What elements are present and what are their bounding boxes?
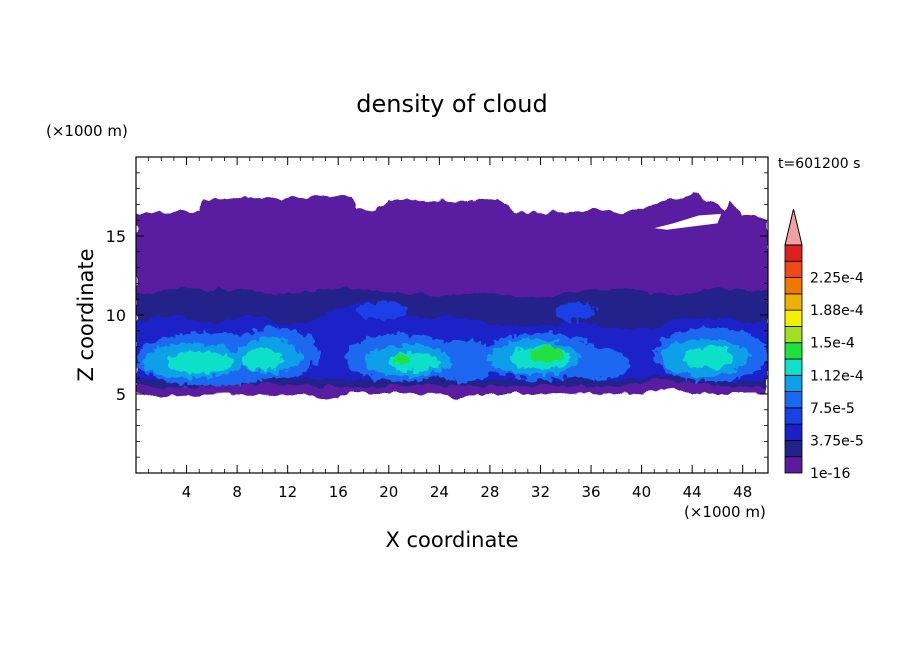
y-tick-label: 10 [106,306,126,325]
colorbar-swatch [784,407,803,425]
colorbar: 1e-16 3.75e-5 7.5e-5 1.12e-4 1.5e-4 1.88e-4 2.… [784,208,864,482]
x-tick-label: 48 [733,483,752,501]
colorbar-tick-label: 3.75e-5 [810,433,864,449]
contour-level-4 [565,348,629,380]
x-tick-label: 16 [329,483,348,501]
colorbar-swatch [784,342,803,360]
colorbar-swatch [784,358,803,376]
colorbar-tick-label: 1.88e-4 [810,303,864,319]
x-axis-label: X coordinate [385,528,518,552]
colorbar-swatch [784,260,803,278]
colorbar-swatch [784,326,803,344]
contour-patch-upper [357,300,408,320]
x-tick-label: 36 [581,483,600,501]
contour-level-7 [393,354,410,364]
time-label: t=601200 s [778,156,860,172]
contour-patch-upper [555,302,597,322]
colorbar-extend-arrow [784,208,803,246]
x-tick-label: 24 [430,483,449,501]
colorbar-swatch [784,309,803,327]
x-axis-ticks: 4 8 12 16 20 24 28 32 36 40 44 48 [148,157,756,501]
x-tick-label: 32 [531,483,550,501]
colorbar-swatch [784,244,803,262]
colorbar-tick-label: 1.12e-4 [810,368,864,384]
colorbar-swatch [784,391,803,409]
x-tick-label: 12 [278,483,297,501]
clear-air-gap [654,213,722,230]
contour-level-6 [386,352,442,372]
colorbar-tick-label: 7.5e-5 [810,401,855,417]
colorbar-tick-label: 1e-16 [810,466,850,482]
y-tick-label: 5 [116,385,126,404]
x-tick-label: 40 [632,483,651,501]
y-axis-ticks: 5 10 15 [106,172,768,458]
x-tick-label: 8 [232,483,242,501]
y-tick-label: 15 [106,227,126,246]
contour-level-6 [683,346,734,369]
colorbar-tick-label: 1.5e-4 [810,336,855,352]
colorbar-swatch [784,423,803,441]
colorbar-tick-label: 2.25e-4 [810,271,864,287]
chart-title: density of cloud [356,90,547,118]
x-tick-label: 4 [182,483,192,501]
colorbar-swatch [784,374,803,392]
contour-level-7 [531,346,565,363]
colorbar-swatch [784,440,803,458]
x-unit-label: (×1000 m) [684,503,766,521]
contour-level-4 [429,340,501,382]
contour-level-6 [242,348,283,371]
y-unit-label: (×1000 m) [46,122,128,140]
x-tick-label: 28 [480,483,499,501]
colorbar-swatch [784,277,803,295]
colorbar-swatch [784,456,803,474]
x-tick-label: 44 [683,483,702,501]
colorbar-swatch [784,293,803,311]
contour-level-6 [166,351,233,374]
contour-field [136,191,768,401]
y-axis-label: Z coordinate [74,248,98,381]
x-tick-label: 20 [379,483,398,501]
